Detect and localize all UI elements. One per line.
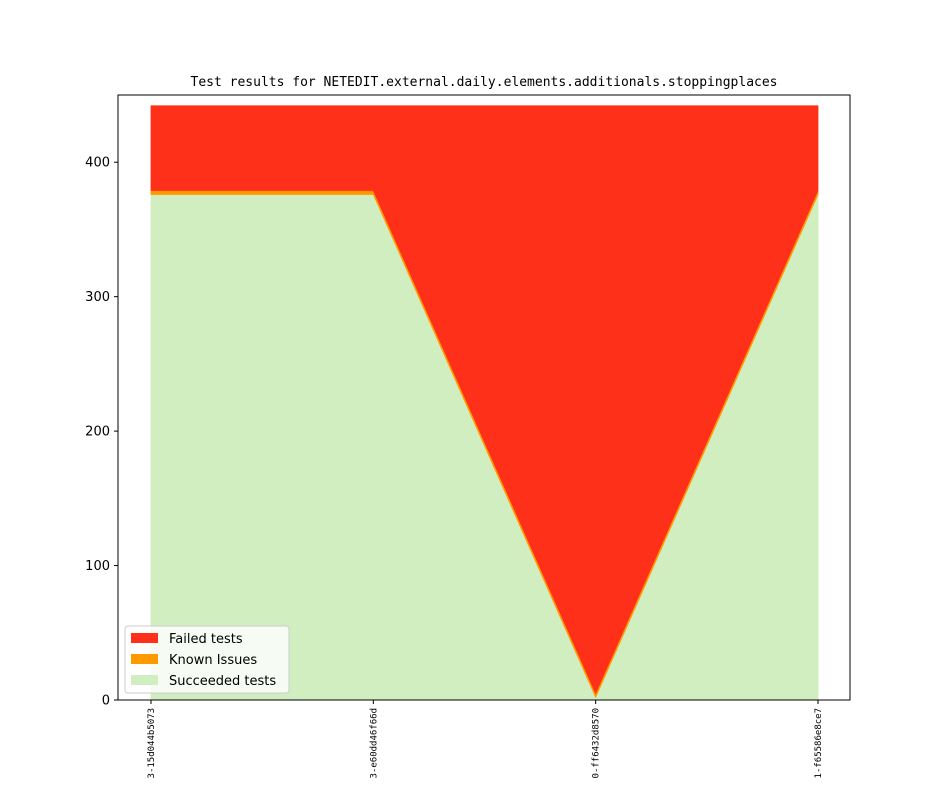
- x-axis: 3-15d044b5073 3-e60dd46f66d 0-ff6432d8570 1…: [147, 700, 824, 778]
- chart-title: Test results for NETEDIT.external.daily.…: [191, 75, 778, 90]
- legend: Failed tests Known Issues Succeeded tests: [124, 625, 290, 694]
- legend-label-succeeded-tests: Succeeded tests: [169, 674, 276, 689]
- legend-box: [124, 625, 290, 694]
- y-axis: 0 100 200 300 400: [85, 156, 118, 709]
- legend-label-failed-tests: Failed tests: [169, 632, 243, 647]
- y-tick-label: 200: [85, 425, 110, 440]
- area-failed-tests: [150, 105, 819, 695]
- legend-swatch-known-issues: [131, 654, 158, 664]
- x-tick-label: 0-ff6432d8570: [592, 708, 602, 778]
- y-tick-label: 400: [85, 156, 110, 171]
- legend-swatch-succeeded-tests: [131, 675, 158, 685]
- x-tick-label: 3-e60dd46f66d: [369, 708, 379, 778]
- x-tick-label: 1-f65586e8ce7: [814, 708, 824, 778]
- y-tick-label: 100: [85, 559, 110, 574]
- area-series-group: [150, 105, 819, 701]
- y-tick-label: 300: [85, 290, 110, 305]
- legend-swatch-failed-tests: [131, 633, 158, 643]
- x-tick-label: 3-15d044b5073: [147, 708, 157, 778]
- y-tick-label: 0: [102, 694, 110, 709]
- legend-label-known-issues: Known Issues: [169, 653, 257, 668]
- axes-frame: [117, 94, 851, 701]
